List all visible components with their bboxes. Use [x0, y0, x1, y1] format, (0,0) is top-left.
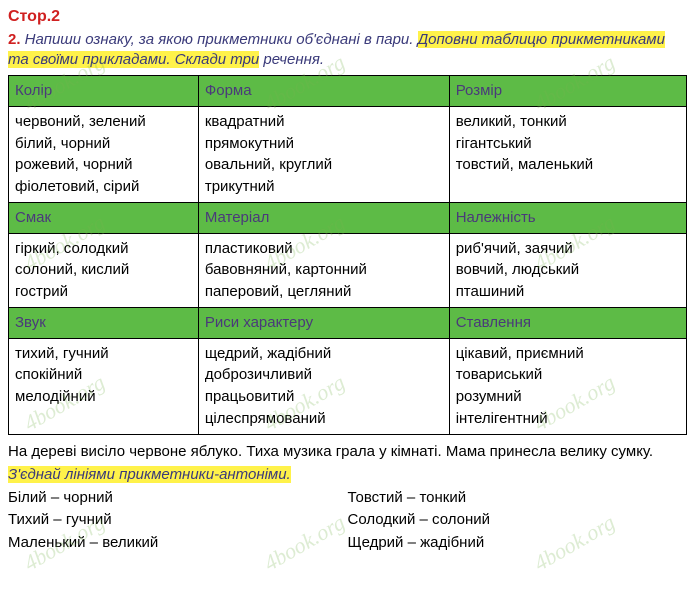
table-data-cell: цікавий, приємнийтовариськийрозумнийінте…	[449, 338, 686, 434]
table-row: тихий, гучнийспокійниймелодійнийщедрий, …	[9, 338, 687, 434]
table-data-cell: тихий, гучнийспокійниймелодійний	[9, 338, 199, 434]
antonym-pair: Товстий – тонкий	[348, 487, 688, 510]
table-header-cell: Належність	[449, 202, 686, 233]
table-header-cell: Риси характеру	[198, 307, 449, 338]
table-header-cell: Розмір	[449, 76, 686, 107]
table-header-cell: Форма	[198, 76, 449, 107]
instruction-before: Напиши ознаку, за якою прикметники об'єд…	[21, 31, 418, 48]
table-row: СмакМатеріалНалежність	[9, 202, 687, 233]
table-row: ЗвукРиси характеруСтавлення	[9, 307, 687, 338]
antonyms-right-col: Товстий – тонкийСолодкий – солонийЩедрий…	[348, 487, 688, 555]
antonyms-block: Білий – чорнийТихий – гучнийМаленький – …	[8, 487, 687, 555]
table-data-cell: щедрий, жадібнийдоброзичливийпрацьовитий…	[198, 338, 449, 434]
example-sentences: На дереві висіло червоне яблуко. Тиха му…	[8, 441, 687, 462]
table-data-cell: квадратнийпрямокутнийовальний, круглийтр…	[198, 106, 449, 202]
table-header-cell: Матеріал	[198, 202, 449, 233]
instruction-hl2: та своїми прикладами. Склади три	[8, 51, 259, 68]
instruction-text: 2. Напиши ознаку, за якою прикметники об…	[8, 30, 687, 69]
task-number: 2.	[8, 31, 21, 48]
table-header-cell: Колір	[9, 76, 199, 107]
antonyms-heading: З'єднай лініями прикметники-антоніми.	[8, 466, 687, 483]
table-header-cell: Звук	[9, 307, 199, 338]
table-data-cell: гіркий, солодкийсолоний, кислийгострий	[9, 233, 199, 307]
table-data-cell: риб'ячий, заячийвовчий, людськийпташиний	[449, 233, 686, 307]
antonym-pair: Маленький – великий	[8, 532, 348, 555]
table-row: гіркий, солодкийсолоний, кислийгострийпл…	[9, 233, 687, 307]
table-header-cell: Ставлення	[449, 307, 686, 338]
antonyms-left-col: Білий – чорнийТихий – гучнийМаленький – …	[8, 487, 348, 555]
page-header: Стор.2	[8, 8, 687, 26]
instruction-hl1: Доповни таблицю прикметниками	[418, 31, 665, 48]
antonyms-heading-text: З'єднай лініями прикметники-антоніми.	[8, 466, 291, 483]
antonym-pair: Щедрий – жадібний	[348, 532, 688, 555]
antonym-pair: Білий – чорний	[8, 487, 348, 510]
antonym-pair: Солодкий – солоний	[348, 509, 688, 532]
table-data-cell: великий, тонкийгігантськийтовстий, мален…	[449, 106, 686, 202]
table-row: червоний, зеленийбілий, чорнийрожевий, ч…	[9, 106, 687, 202]
antonym-pair: Тихий – гучний	[8, 509, 348, 532]
adjectives-table: КолірФормаРозмірчервоний, зеленийбілий, …	[8, 75, 687, 435]
table-header-cell: Смак	[9, 202, 199, 233]
table-data-cell: червоний, зеленийбілий, чорнийрожевий, ч…	[9, 106, 199, 202]
table-row: КолірФормаРозмір	[9, 76, 687, 107]
table-data-cell: пластиковийбавовняний, картоннийпаперови…	[198, 233, 449, 307]
instruction-after: речення.	[259, 51, 324, 68]
